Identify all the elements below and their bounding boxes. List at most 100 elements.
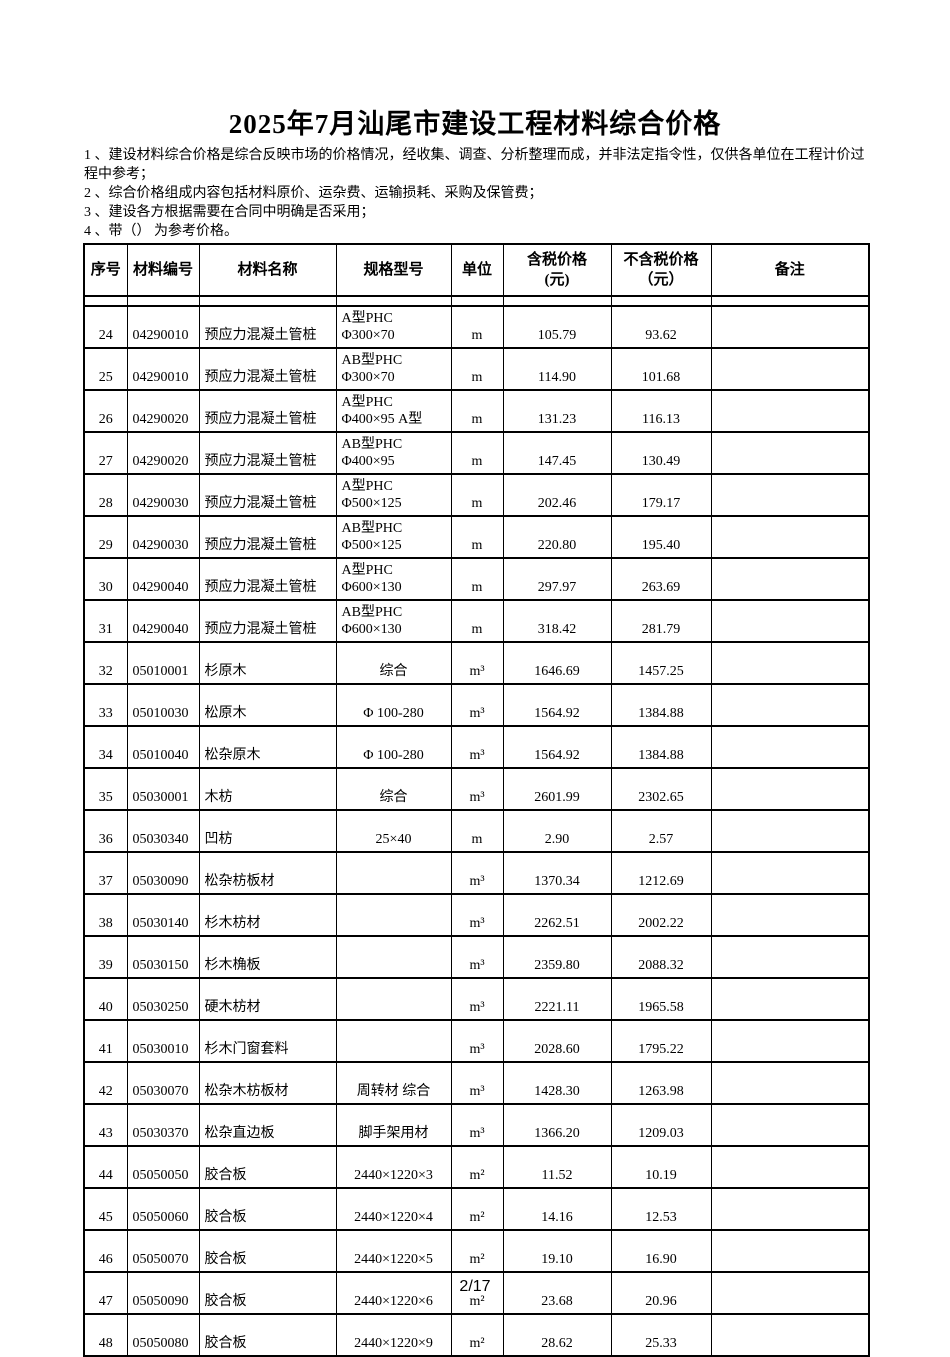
cell-no: 39 <box>83 935 128 979</box>
cell-spec: 2440×1220×5 <box>335 1229 452 1273</box>
cell-spec: AB型PHC Φ400×95 <box>335 431 452 475</box>
cell-no: 45 <box>83 1187 128 1231</box>
cell-spec <box>335 935 452 979</box>
cell-remark <box>710 935 870 979</box>
cell-unit: m³ <box>450 725 504 769</box>
table-row: 43 05030370 松杂直边板 脚手架用材 m³ 1366.20 1209.… <box>83 1103 870 1147</box>
cell-price-tax: 2028.60 <box>502 1019 612 1063</box>
cell-price-tax: 2262.51 <box>502 893 612 937</box>
cell-price-no-tax: 16.90 <box>610 1229 712 1273</box>
cell-unit: m <box>450 557 504 601</box>
cell-unit: m <box>450 347 504 391</box>
cell-no: 43 <box>83 1103 128 1147</box>
cell-no: 36 <box>83 809 128 853</box>
cell-material-code: 04290040 <box>126 599 200 643</box>
cell-material-code: 05030250 <box>126 977 200 1021</box>
cell-price-no-tax: 130.49 <box>610 431 712 475</box>
table-row: 28 04290030 预应力混凝土管桩 A型PHC Φ500×125 m 20… <box>83 473 870 517</box>
cell-unit: m² <box>450 1187 504 1231</box>
cell-price-no-tax: 101.68 <box>610 347 712 391</box>
cell-material-code: 05010030 <box>126 683 200 727</box>
cell-no: 29 <box>83 515 128 559</box>
cell-unit: m³ <box>450 935 504 979</box>
cell-no: 31 <box>83 599 128 643</box>
cell-material-code: 05030010 <box>126 1019 200 1063</box>
cell-unit: m³ <box>450 683 504 727</box>
cell-remark <box>710 809 870 853</box>
cell-material-name: 预应力混凝土管桩 <box>198 557 337 601</box>
cell-material-code: 04290010 <box>126 347 200 391</box>
cell-spec: 脚手架用材 <box>335 1103 452 1147</box>
cell-unit: m³ <box>450 767 504 811</box>
col-header-price-tax: 含税价格 (元) <box>502 243 612 297</box>
cell-price-tax: 105.79 <box>502 305 612 349</box>
col-header-name: 材料名称 <box>198 243 337 297</box>
cell-spec: 2440×1220×6 <box>335 1271 452 1315</box>
cell-remark <box>710 1103 870 1147</box>
cell-price-tax: 131.23 <box>502 389 612 433</box>
table-row: 27 04290020 预应力混凝土管桩 AB型PHC Φ400×95 m 14… <box>83 431 870 475</box>
cell-unit: m³ <box>450 893 504 937</box>
cell-no: 46 <box>83 1229 128 1273</box>
cell-price-tax: 1428.30 <box>502 1061 612 1105</box>
cell-price-no-tax: 179.17 <box>610 473 712 517</box>
col-header-remark: 备注 <box>710 243 870 297</box>
table-row: 39 05030150 杉木桷板 m³ 2359.80 2088.32 <box>83 935 870 979</box>
spacer-row <box>83 295 870 307</box>
cell-no: 48 <box>83 1313 128 1357</box>
cell-material-name: 预应力混凝土管桩 <box>198 599 337 643</box>
cell-no: 42 <box>83 1061 128 1105</box>
cell-price-no-tax: 1457.25 <box>610 641 712 685</box>
cell-spec: AB型PHC Φ500×125 <box>335 515 452 559</box>
cell-remark <box>710 1313 870 1357</box>
cell-material-code: 05030090 <box>126 851 200 895</box>
cell-no: 25 <box>83 347 128 391</box>
cell-no: 28 <box>83 473 128 517</box>
cell-remark <box>710 1229 870 1273</box>
cell-unit: m³ <box>450 1061 504 1105</box>
cell-material-name: 预应力混凝土管桩 <box>198 305 337 349</box>
cell-material-code: 05050070 <box>126 1229 200 1273</box>
cell-material-code: 04290020 <box>126 389 200 433</box>
cell-price-no-tax: 1263.98 <box>610 1061 712 1105</box>
cell-no: 26 <box>83 389 128 433</box>
cell-unit: m <box>450 599 504 643</box>
cell-material-name: 预应力混凝土管桩 <box>198 515 337 559</box>
cell-remark <box>710 1061 870 1105</box>
cell-spec: AB型PHC Φ300×70 <box>335 347 452 391</box>
cell-material-name: 预应力混凝土管桩 <box>198 431 337 475</box>
cell-spec: 2440×1220×9 <box>335 1313 452 1357</box>
cell-price-no-tax: 25.33 <box>610 1313 712 1357</box>
cell-spec: A型PHC Φ300×70 <box>335 305 452 349</box>
cell-remark <box>710 599 870 643</box>
cell-unit: m² <box>450 1313 504 1357</box>
cell-price-no-tax: 1384.88 <box>610 725 712 769</box>
note-4: 4 、带（） 为参考价格。 <box>84 224 238 239</box>
note-2: 2 、综合价格组成内容包括材料原价、运杂费、运输损耗、采购及保管费； <box>84 186 543 201</box>
cell-price-tax: 2601.99 <box>502 767 612 811</box>
cell-material-code: 05050050 <box>126 1145 200 1189</box>
table-row: 32 05010001 杉原木 综合 m³ 1646.69 1457.25 <box>83 641 870 685</box>
cell-material-code: 05030070 <box>126 1061 200 1105</box>
table-row: 34 05010040 松杂原木 Φ 100-280 m³ 1564.92 13… <box>83 725 870 769</box>
cell-material-name: 预应力混凝土管桩 <box>198 347 337 391</box>
cell-price-no-tax: 1384.88 <box>610 683 712 727</box>
col-header-unit: 单位 <box>450 243 504 297</box>
cell-spec: 综合 <box>335 767 452 811</box>
table-row: 36 05030340 凹枋 25×40 m 2.90 2.57 <box>83 809 870 853</box>
cell-remark <box>710 851 870 895</box>
cell-material-code: 05030001 <box>126 767 200 811</box>
col-header-no: 序号 <box>83 243 128 297</box>
cell-material-name: 预应力混凝土管桩 <box>198 389 337 433</box>
table-body: 24 04290010 预应力混凝土管桩 A型PHC Φ300×70 m 105… <box>83 295 870 1357</box>
table-row: 40 05030250 硬木枋材 m³ 2221.11 1965.58 <box>83 977 870 1021</box>
cell-material-name: 杉原木 <box>198 641 337 685</box>
cell-price-tax: 1366.20 <box>502 1103 612 1147</box>
cell-spec: 25×40 <box>335 809 452 853</box>
cell-no: 33 <box>83 683 128 727</box>
cell-no: 47 <box>83 1271 128 1315</box>
cell-spec: A型PHC Φ500×125 <box>335 473 452 517</box>
cell-material-name: 杉木桷板 <box>198 935 337 979</box>
cell-material-code: 05010040 <box>126 725 200 769</box>
cell-no: 32 <box>83 641 128 685</box>
